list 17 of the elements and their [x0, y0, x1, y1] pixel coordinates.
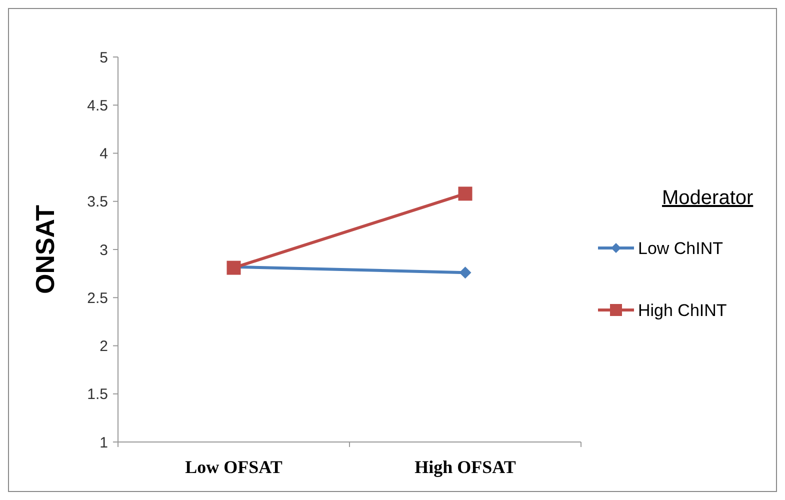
legend-title: Moderator [662, 187, 754, 209]
y-tick-label: 4 [100, 146, 108, 162]
y-tick-label: 5 [100, 49, 108, 66]
y-tick-label: 1 [100, 434, 108, 452]
x-tick-label: Low OFSAT [185, 457, 282, 477]
y-tick-label: 3.5 [87, 194, 108, 211]
point [458, 186, 472, 201]
y-tick-label: 3 [100, 242, 108, 259]
y-axis-title: ONSAT [30, 204, 60, 294]
legend-label: High ChINT [638, 300, 727, 320]
point [459, 266, 472, 279]
legend-label: Low ChINT [638, 238, 724, 258]
y-tick-label: 4.5 [87, 97, 108, 114]
y-tick-label: 2 [100, 338, 108, 355]
y-tick-label: 1.5 [87, 386, 108, 404]
x-tick-label: High OFSAT [414, 457, 516, 477]
y-tick-label: 2.5 [87, 290, 108, 307]
